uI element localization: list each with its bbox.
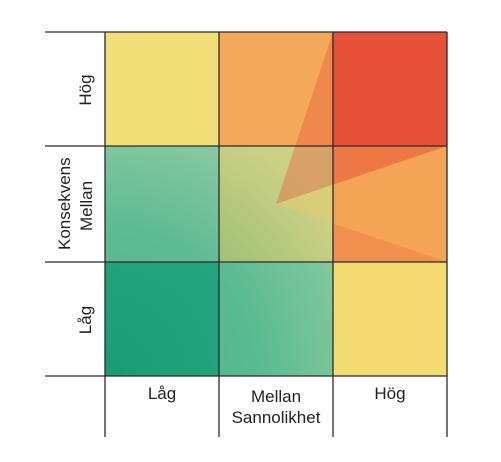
cell-high-low [105, 32, 219, 146]
x-axis-title: Sannolikhet [231, 408, 321, 427]
cell-high-high [333, 32, 447, 146]
cell-low-high [333, 262, 447, 376]
x-level-low: Låg [147, 384, 177, 403]
blend-overlay-red [276, 32, 447, 204]
y-level-medium: Mellan [77, 180, 96, 232]
cell-medium-high [333, 146, 447, 262]
x-level-high: Hög [374, 384, 406, 403]
blend-overlay-yellow [276, 146, 447, 262]
cell-high-medium [219, 32, 333, 146]
grid-lines [45, 31, 448, 437]
y-axis-title: Konsekvens [55, 157, 74, 250]
y-level-high: Hög [76, 74, 95, 106]
x-level-medium: Mellan [250, 387, 302, 406]
y-level-low: Låg [76, 305, 95, 335]
